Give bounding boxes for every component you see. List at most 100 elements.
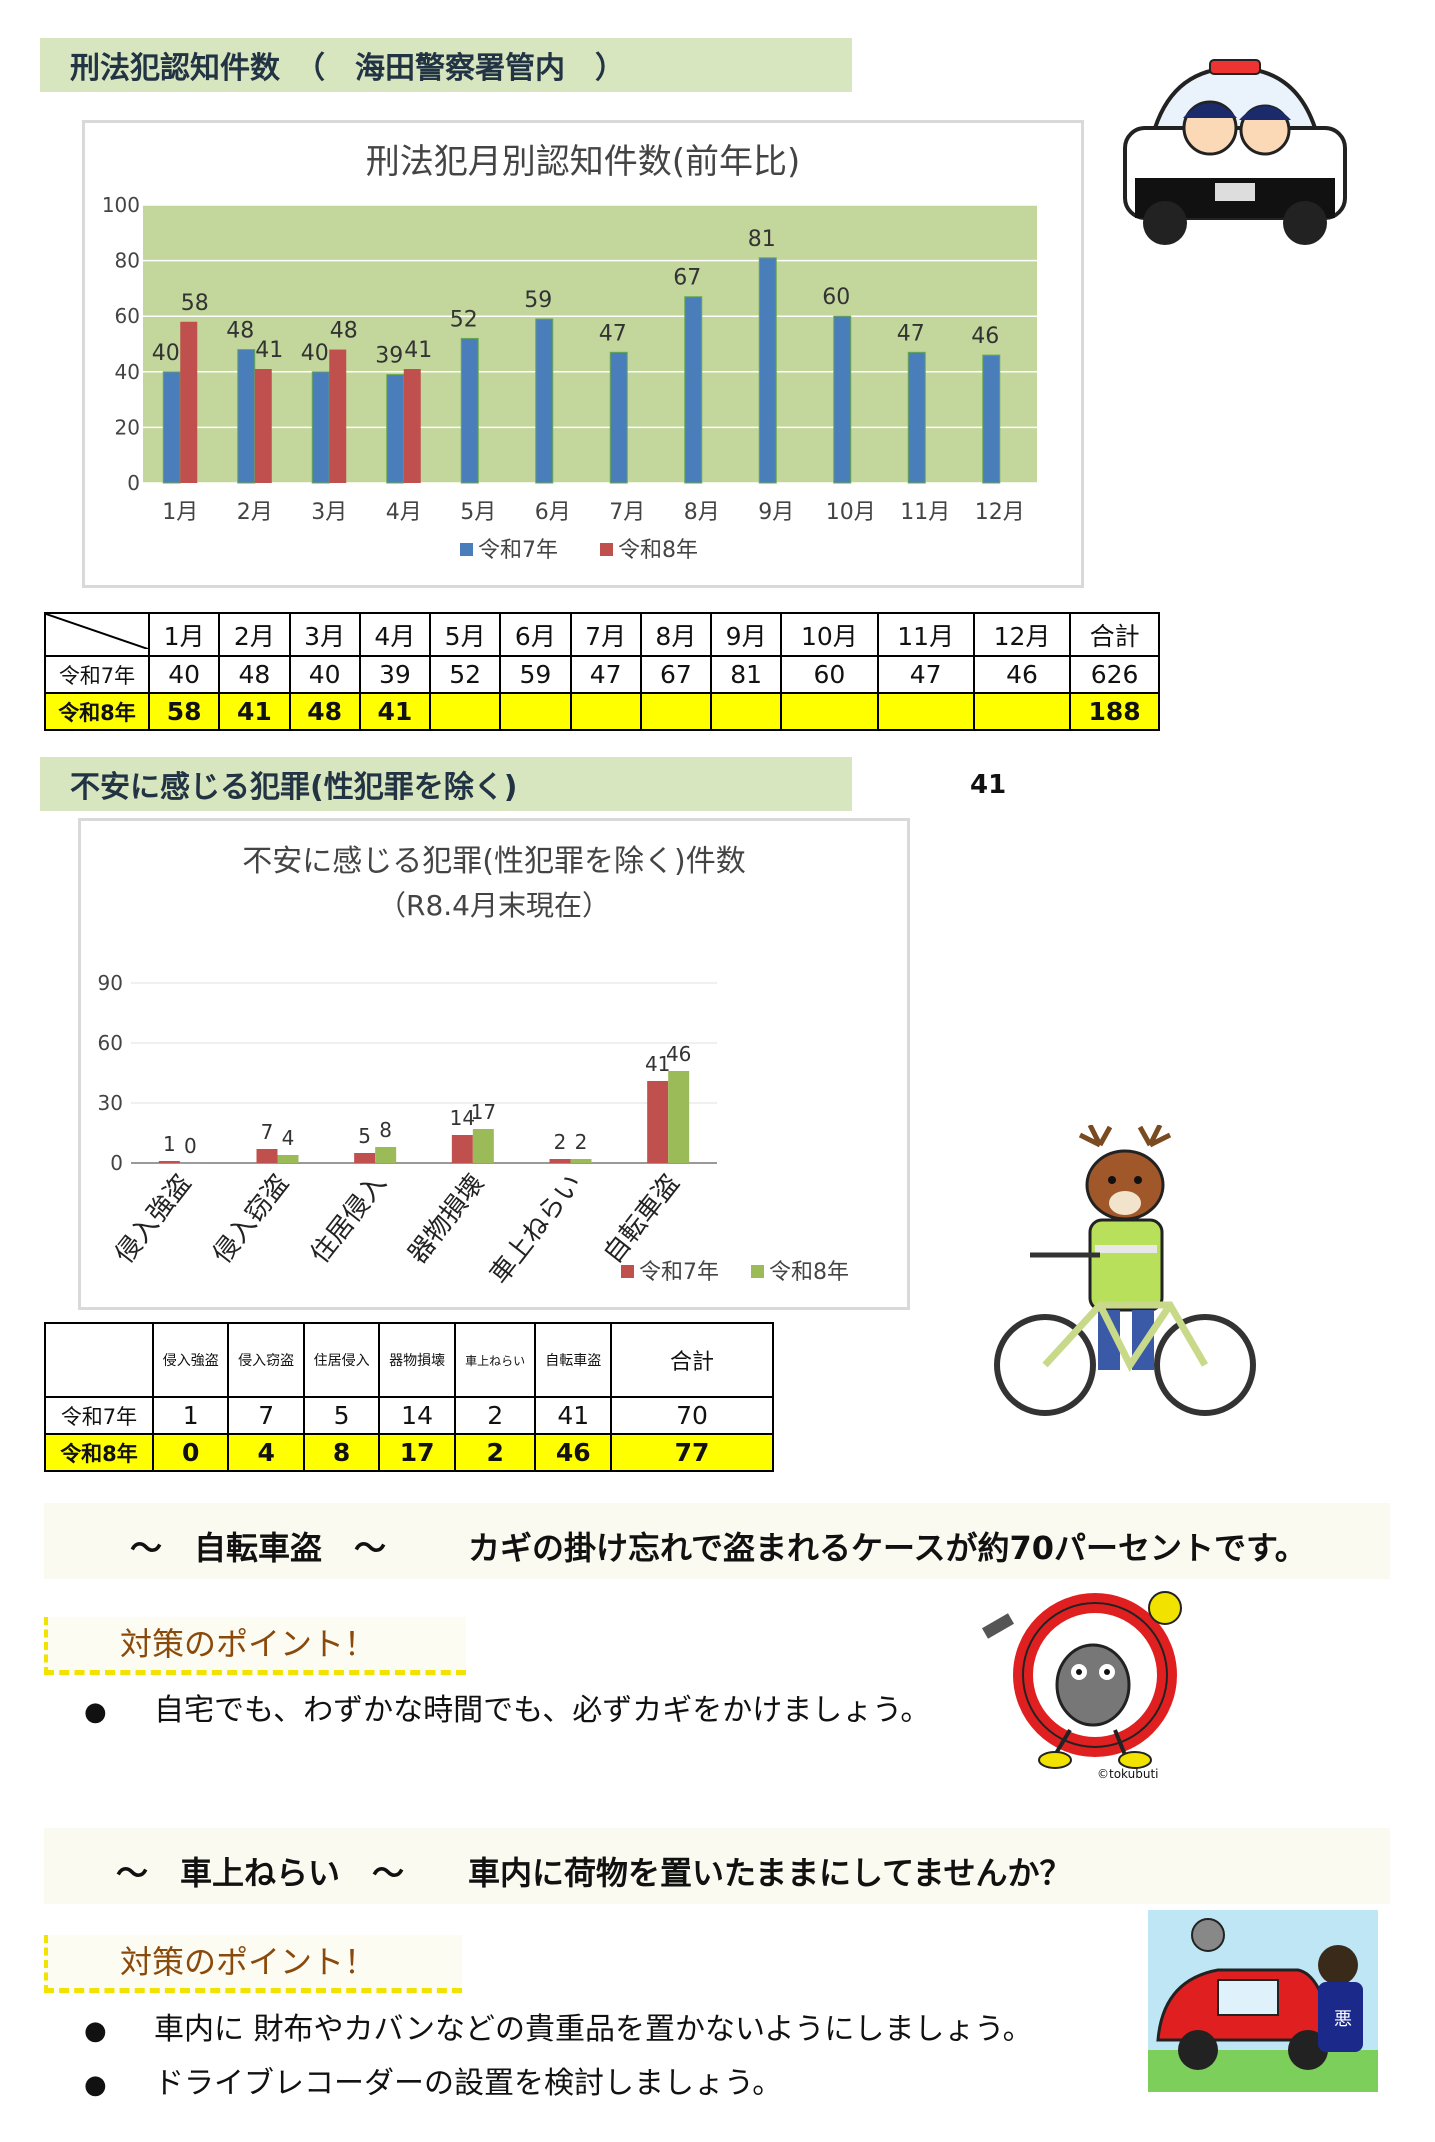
y-tick-label: 40 [115,360,140,384]
table-header-cell: 5月 [428,612,502,657]
y-tick-label: 60 [98,1031,123,1055]
table-corner-cell [44,612,150,657]
legend-label: 令和7年 [639,1260,719,1285]
x-tick-label: 住居侵入 [305,1169,393,1269]
bar [386,374,405,484]
table-header-cell: 合計 [610,1322,774,1398]
illustration-credit: ©tokubuti [1097,1767,1159,1781]
bar [684,296,703,484]
countermeasure-heading: 対策のポイント！ [44,1935,462,1993]
y-tick-label: 80 [115,249,140,273]
bar [354,1153,376,1163]
table-cell: 77 [610,1433,774,1472]
x-tick-label: 8月 [684,500,720,525]
y-tick-label: 0 [127,471,140,495]
data-label: 41 [645,1052,670,1076]
bar [609,351,628,484]
bicycle-theft-banner: ～ 自転車盗 ～ カギの掛け忘れで盗まれるケースが約70パーセントです。 [44,1503,1390,1579]
table-cell: 40 [288,655,361,694]
data-label: 40 [152,341,180,366]
data-label: 8 [379,1118,392,1142]
table-row: 令和8年 0 4 8 17 2 46 77 [44,1433,774,1472]
data-label: 60 [822,285,850,310]
table-cell: 39 [358,655,432,694]
table-header-cell: 10月 [780,612,879,657]
x-tick-label: 侵入窃盗 [207,1169,295,1269]
data-label: 46 [971,324,999,349]
y-tick-label: 100 [102,193,140,217]
table-header-cell: 合計 [1069,612,1160,657]
table-header-cell: 12月 [972,612,1072,657]
table-cell: 59 [499,655,572,694]
data-label: 1 [163,1132,176,1156]
car-breakin-banner: ～ 車上ねらい ～ 車内に荷物を置いたままにしてませんか？ [44,1828,1390,1904]
table-cell: 14 [378,1396,456,1435]
table-cell: 47 [876,655,975,694]
bar [254,369,272,483]
y-tick-label: 60 [115,304,140,328]
table-cell [876,692,975,731]
bar [403,369,421,483]
bar [907,351,926,484]
data-label: 81 [748,227,776,252]
bar [460,337,479,484]
table-cell: 58 [147,692,221,731]
table-cell: 48 [288,692,361,731]
data-label: 47 [897,321,925,346]
table-header-cell: 1月 [147,612,221,657]
bar [982,354,1001,484]
table-cell [780,692,879,731]
table-cell: 67 [639,655,713,694]
x-tick-label: 車上ねらい [484,1169,588,1290]
table-cell: 52 [428,655,502,694]
banner-text: カギの掛け忘れで盗まれるケースが約70パーセントです。 [468,1529,1307,1567]
table-cell: 41 [534,1396,612,1435]
bar [237,349,256,484]
y-tick-label: 90 [98,971,123,995]
table-cell: 188 [1069,692,1160,731]
plot-area [143,205,1037,483]
bar [570,1159,592,1163]
diagonal-line [45,613,149,650]
legend-label: 令和8年 [769,1260,849,1285]
x-tick-label: 7月 [609,500,645,525]
table-cell [499,692,572,731]
table-header-cell: 侵入窃盗 [227,1322,305,1398]
data-label: 59 [524,288,552,313]
data-label: 5 [358,1124,371,1148]
bar [451,1135,473,1163]
x-tick-label: 4月 [386,500,422,525]
bar [668,1071,690,1163]
table-cell [569,692,642,731]
bar [158,1161,180,1163]
table-header-row: 1月 2月 3月 4月 5月 6月 7月 8月 9月 10月 11月 12月 合… [44,612,1160,657]
stray-number: 41 [970,770,1007,800]
table-cell: 40 [147,655,221,694]
table-cell: 17 [378,1433,456,1472]
car-thief-illustration: 悪 [1148,1910,1378,2092]
table-header-cell: 器物損壊 [378,1322,456,1398]
data-label: 46 [666,1042,691,1066]
legend-swatch [751,1265,764,1278]
x-tick-label: 2月 [237,500,273,525]
section-heading-anxiety-crime: 不安に感じる犯罪(性犯罪を除く) [40,757,852,811]
x-tick-label: 侵入強盗 [110,1169,198,1269]
data-label: 48 [226,319,254,344]
x-tick-label: 5月 [460,500,496,525]
bar [256,1149,278,1163]
x-tick-label: 器物損壊 [403,1169,491,1269]
table-header-cell: 車上ねらい [453,1322,537,1398]
table-cell [639,692,713,731]
y-tick-label: 0 [110,1151,123,1175]
table-corner-cell [44,1322,154,1398]
table-cell: 60 [780,655,879,694]
table-cell: 1 [151,1396,230,1435]
legend-swatch [460,543,473,556]
table-row: 令和8年 58 41 48 41 188 [44,692,1160,731]
data-label: 47 [599,321,627,346]
table-cell [428,692,502,731]
bullet-item: ● 自宅でも、わずかな時間でも、必ずカギをかけましょう。 [84,1693,931,1728]
bar [647,1081,669,1163]
table-cell: 48 [218,655,291,694]
